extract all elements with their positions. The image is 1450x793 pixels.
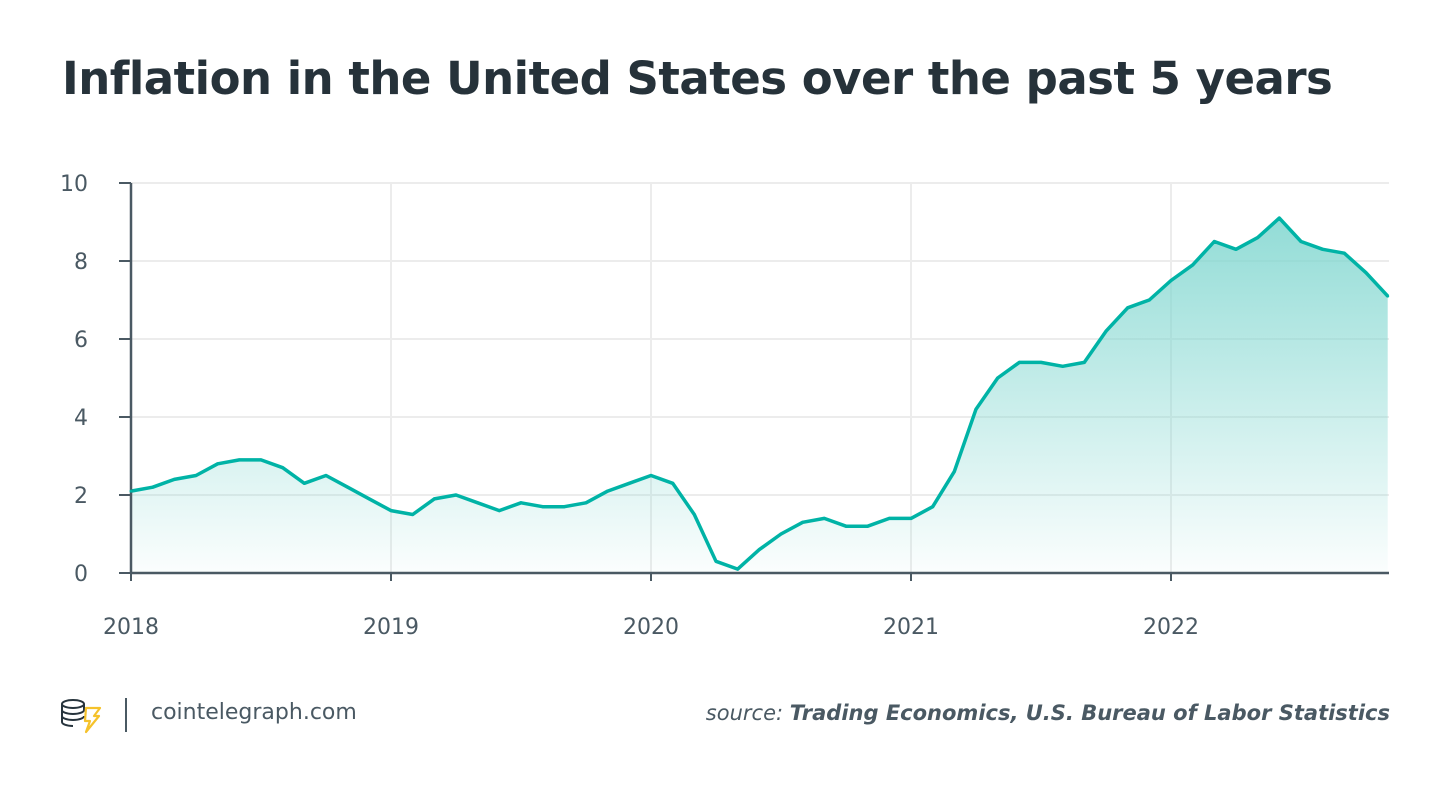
data-point xyxy=(952,470,956,474)
x-tick-label: 2019 xyxy=(363,615,419,640)
data-point xyxy=(1169,279,1173,282)
source-text: source: Trading Economics, U.S. Bureau o… xyxy=(706,701,1390,725)
data-point xyxy=(866,524,870,528)
y-tick-label: 10 xyxy=(60,172,88,197)
data-point xyxy=(714,559,718,563)
data-point xyxy=(1364,271,1368,275)
data-point xyxy=(692,513,696,516)
data-point xyxy=(671,481,675,485)
data-point xyxy=(757,548,761,552)
y-tick-label: 4 xyxy=(74,406,88,431)
data-point xyxy=(1256,236,1260,240)
data-point xyxy=(1017,360,1021,364)
data-point xyxy=(432,497,436,501)
data-point xyxy=(454,493,458,497)
data-point xyxy=(302,481,306,485)
data-point xyxy=(1191,263,1195,267)
data-point xyxy=(259,458,263,462)
y-tick-label: 8 xyxy=(74,250,88,275)
data-point xyxy=(1234,247,1238,251)
data-point xyxy=(1342,251,1346,255)
data-point xyxy=(996,376,1000,380)
data-point xyxy=(584,501,588,505)
y-tick-label: 2 xyxy=(74,484,88,509)
x-tick-label: 2022 xyxy=(1143,615,1199,640)
data-point xyxy=(216,462,220,466)
data-point xyxy=(367,497,371,501)
data-point xyxy=(194,474,198,477)
data-point xyxy=(1039,360,1043,364)
data-point xyxy=(627,481,631,485)
data-point xyxy=(497,509,501,513)
data-point xyxy=(1212,240,1216,243)
source-prefix: source: xyxy=(705,701,784,725)
data-point xyxy=(389,509,393,513)
y-tick-label: 0 xyxy=(74,562,88,587)
data-points xyxy=(129,216,1390,571)
data-point xyxy=(324,474,328,477)
data-point xyxy=(281,466,285,470)
data-point xyxy=(844,524,848,528)
data-point xyxy=(1082,360,1086,364)
axes: 0 2 4 6 8 10 2018 2019 2020 2021 2022 xyxy=(60,172,1389,640)
data-point xyxy=(649,474,653,477)
area-fill xyxy=(131,218,1388,573)
x-tick-label: 2018 xyxy=(103,615,159,640)
data-point xyxy=(801,520,805,524)
data-point xyxy=(519,501,523,505)
cointelegraph-logo xyxy=(61,699,102,734)
data-point xyxy=(129,489,133,493)
chart-title: Inflation in the United States over the … xyxy=(62,52,1333,105)
site-name: cointelegraph.com xyxy=(151,700,357,725)
data-point xyxy=(887,516,891,520)
data-point xyxy=(1126,306,1130,310)
y-tick-label: 6 xyxy=(74,328,88,353)
data-point xyxy=(1277,216,1281,220)
data-point xyxy=(562,505,566,509)
source-names: Trading Economics, U.S. Bureau of Labor … xyxy=(789,701,1390,725)
data-point xyxy=(476,501,480,505)
x-tick-label: 2020 xyxy=(623,615,679,640)
data-point xyxy=(779,532,783,536)
data-point xyxy=(411,513,415,516)
data-point xyxy=(346,485,350,489)
data-point xyxy=(1147,298,1151,302)
data-point xyxy=(974,407,978,411)
data-point xyxy=(237,458,241,462)
data-point xyxy=(1299,240,1303,243)
data-point xyxy=(736,567,740,571)
data-point xyxy=(1104,329,1108,333)
data-point xyxy=(1321,247,1325,251)
data-point xyxy=(909,516,913,520)
data-point xyxy=(606,489,610,493)
data-point xyxy=(151,485,155,489)
data-point xyxy=(931,505,935,509)
data-point xyxy=(541,505,545,509)
footer-divider xyxy=(125,698,127,732)
data-point xyxy=(1386,294,1390,298)
data-point xyxy=(822,516,826,520)
data-point xyxy=(172,477,176,481)
inflation-chart: 0 2 4 6 8 10 2018 2019 2020 2021 2022 xyxy=(60,172,1390,640)
data-point xyxy=(1061,364,1065,368)
x-tick-label: 2021 xyxy=(883,615,939,640)
